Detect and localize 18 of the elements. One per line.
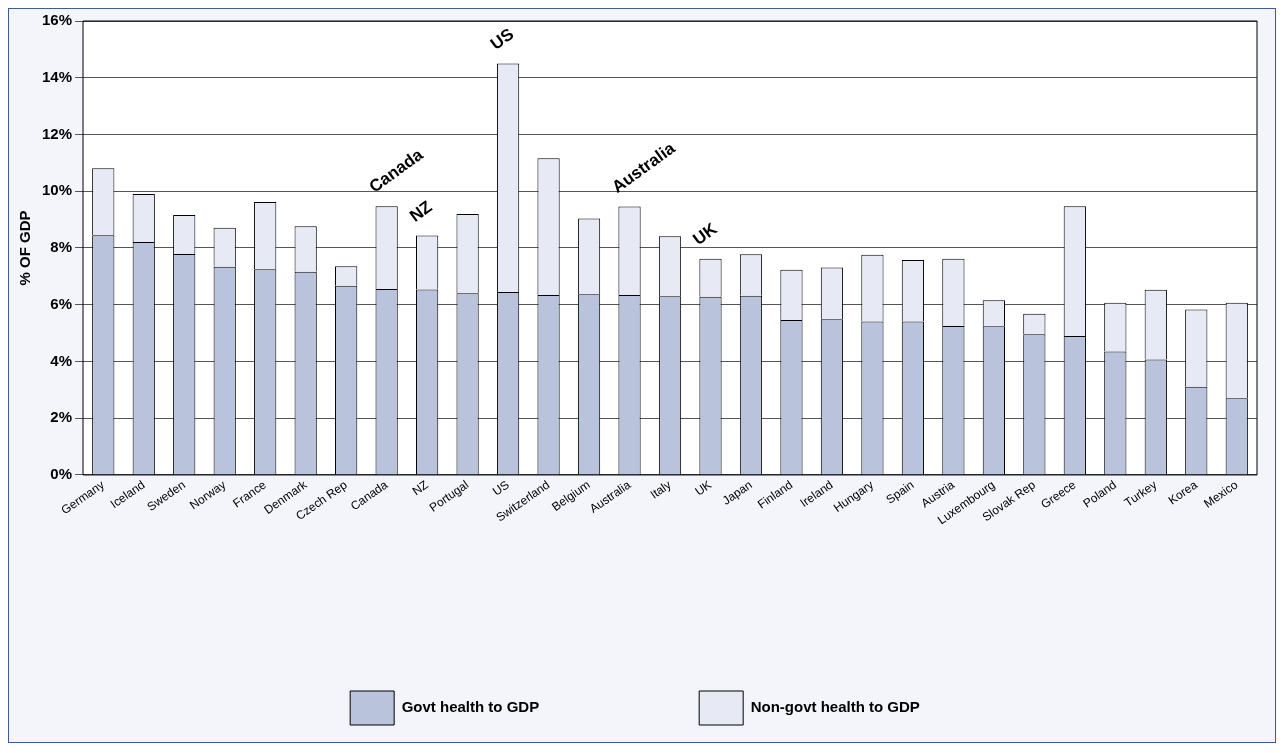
annotation: NZ <box>406 196 436 226</box>
y-tick-label: 2% <box>50 408 73 426</box>
x-tick-label: Italy <box>647 477 674 502</box>
y-axis-title: % OF GDP <box>16 210 34 286</box>
y-tick-label: 16% <box>41 11 73 29</box>
x-tick-label: UK <box>692 477 715 499</box>
legend-label: Govt health to GDP <box>401 698 540 716</box>
y-tick-label: 8% <box>50 238 73 256</box>
y-tick-label: 12% <box>41 124 73 142</box>
legend-label: Non-govt health to GDP <box>750 698 920 716</box>
y-tick-label: 4% <box>50 351 73 369</box>
x-tick-label: NZ <box>409 477 431 499</box>
y-tick-label: 10% <box>41 181 73 199</box>
y-tick-label: 14% <box>41 67 73 85</box>
annotation: UK <box>689 218 722 249</box>
y-tick-label: 6% <box>50 294 73 312</box>
annotation: US <box>487 24 518 54</box>
y-tick-label: 0% <box>50 465 73 483</box>
